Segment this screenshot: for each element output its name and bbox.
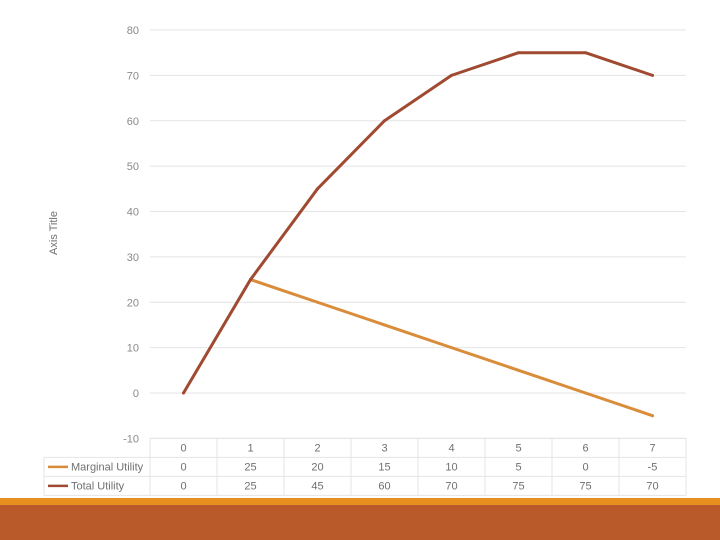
- table-cell: 0: [180, 461, 186, 473]
- data-point: [316, 300, 319, 304]
- x-tick-label: 4: [448, 442, 454, 454]
- table-cell: 75: [579, 480, 591, 492]
- legend-label: Total Utility: [71, 480, 125, 492]
- table-cell: 10: [445, 461, 457, 473]
- data-point: [517, 368, 520, 372]
- data-point: [517, 51, 520, 55]
- table-cell: 70: [646, 480, 658, 492]
- y-tick-label: 80: [127, 25, 139, 37]
- table-cell: 0: [582, 461, 588, 473]
- data-point: [182, 391, 185, 395]
- y-tick-label: 0: [133, 388, 139, 400]
- table-cell: 0: [180, 480, 186, 492]
- data-point: [450, 73, 453, 77]
- table-cell: 20: [311, 461, 323, 473]
- table-cell: 25: [244, 461, 256, 473]
- y-tick-label: 20: [127, 297, 139, 309]
- y-axis-ticks: 80 70 60 50 40 30 20 10 0 -10: [123, 25, 139, 445]
- y-tick-label: 10: [127, 343, 139, 355]
- table-cell: 45: [311, 480, 323, 492]
- x-tick-label: 7: [649, 442, 655, 454]
- x-tick-label: 6: [582, 442, 588, 454]
- data-point: [584, 51, 587, 55]
- data-point: [651, 73, 654, 77]
- footer-stripe: [0, 498, 720, 505]
- x-tick-label: 5: [515, 442, 521, 454]
- table-cell: 5: [515, 461, 521, 473]
- x-tick-label: 1: [247, 442, 253, 454]
- data-point: [249, 278, 252, 282]
- footer-band: [0, 505, 720, 540]
- y-tick-label: 30: [127, 252, 139, 264]
- y-axis-title: Axis Title: [48, 211, 60, 255]
- legend-label: Marginal Utility: [71, 461, 144, 473]
- gridlines: [150, 29, 686, 439]
- table-cell: 75: [512, 480, 524, 492]
- data-point: [383, 323, 386, 327]
- data-point: [584, 391, 587, 395]
- y-tick-label: -10: [123, 433, 139, 445]
- series-line-total-utility: [182, 51, 654, 395]
- table-cell: 25: [244, 480, 256, 492]
- data-point: [383, 119, 386, 123]
- y-tick-label: 40: [127, 207, 139, 219]
- y-tick-label: 60: [127, 116, 139, 128]
- table-cell: 70: [445, 480, 457, 492]
- x-tick-label: 3: [381, 442, 387, 454]
- data-point: [316, 187, 319, 191]
- table-cell: 60: [378, 480, 390, 492]
- table-cell: 15: [378, 461, 390, 473]
- series-lines: [182, 51, 654, 418]
- y-tick-label: 70: [127, 70, 139, 82]
- table-cell: -5: [648, 461, 658, 473]
- data-point: [651, 414, 654, 418]
- data-point: [450, 346, 453, 350]
- y-tick-label: 50: [127, 161, 139, 173]
- x-tick-label: 2: [314, 442, 320, 454]
- x-tick-label: 0: [180, 442, 186, 454]
